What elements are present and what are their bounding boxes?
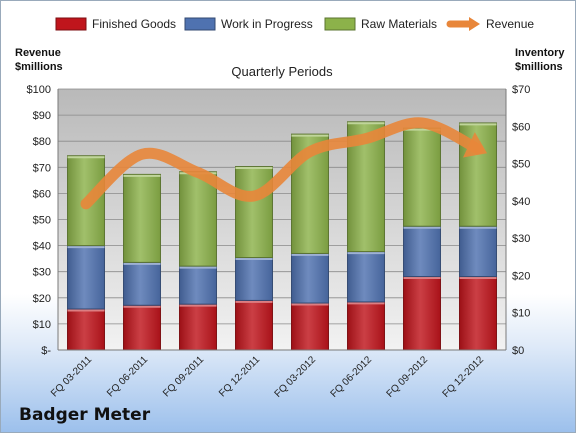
bar-raw-materials <box>235 166 273 259</box>
left-tick-label: $20 <box>33 293 51 305</box>
legend: Finished Goods Work in Progress Raw Materi… <box>55 17 534 31</box>
x-tick-label: FQ 09-2012 <box>385 354 431 400</box>
bar-work-in-progress <box>235 257 273 301</box>
left-tick-label: $60 <box>33 188 51 200</box>
bar-raw-materials <box>179 171 217 267</box>
x-tick-label: FQ 03-2012 <box>273 354 319 400</box>
left-tick-label: $40 <box>33 241 51 253</box>
x-tick-label: FQ 09-2011 <box>161 354 206 399</box>
bar-work-in-progress <box>291 252 329 304</box>
left-tick-label: $10 <box>33 319 51 331</box>
bar-finished-goods <box>123 304 161 351</box>
left-tick-label: $70 <box>33 162 51 174</box>
x-tick-label: FQ 12-2011 <box>217 354 262 399</box>
revenue-line <box>80 117 484 210</box>
bar-finished-goods <box>459 276 497 351</box>
bar-raw-materials <box>403 127 441 227</box>
right-tick-label: $60 <box>512 121 530 133</box>
legend-swatch-work-in-progress <box>184 17 216 31</box>
bar-raw-materials <box>123 173 161 263</box>
x-tick-label: FQ 12-2012 <box>441 354 487 400</box>
legend-swatch-finished-goods <box>55 17 87 31</box>
left-tick-label: $50 <box>33 215 51 227</box>
right-axis-label-line2: $millions <box>515 61 563 73</box>
left-axis: $- $10 $20 $30 $40 $50 $60 $70 $80 $90 $100 <box>27 84 59 357</box>
right-tick-label: $70 <box>512 84 530 96</box>
bar-work-in-progress <box>459 225 497 278</box>
right-tick-label: $30 <box>512 233 530 245</box>
right-tick-label: $10 <box>512 308 530 320</box>
left-tick-label: $80 <box>33 136 51 148</box>
legend-label-finished-goods: Finished Goods <box>92 17 176 31</box>
bar-finished-goods <box>291 302 329 351</box>
legend-arrow-icon <box>469 17 480 31</box>
bar-work-in-progress <box>347 251 385 303</box>
bar-finished-goods <box>67 308 105 351</box>
chart-title: Quarterly Periods <box>231 64 333 79</box>
bar-work-in-progress <box>123 261 161 306</box>
right-axis: $0 $10 $20 $30 $40 $50 $60 $70 <box>505 84 530 357</box>
x-tick-label: FQ 03-2011 <box>49 354 94 399</box>
legend-swatch-raw-materials <box>324 17 356 31</box>
bar-work-in-progress <box>67 245 105 310</box>
bar-finished-goods <box>347 301 385 351</box>
right-tick-label: $40 <box>512 196 530 208</box>
left-tick-label: $100 <box>27 84 51 96</box>
left-tick-label: $90 <box>33 110 51 122</box>
right-axis-label-line1: Inventory <box>515 47 565 59</box>
right-tick-label: $50 <box>512 159 530 171</box>
bar-finished-goods <box>235 299 273 351</box>
bar-finished-goods <box>179 303 217 351</box>
bar-work-in-progress <box>403 225 441 278</box>
right-tick-label: $20 <box>512 270 530 282</box>
legend-label-work-in-progress: Work in Progress <box>221 17 313 31</box>
legend-label-raw-materials: Raw Materials <box>361 17 437 31</box>
x-tick-label: FQ 06-2011 <box>105 354 150 399</box>
bar-series <box>67 121 497 351</box>
bar-work-in-progress <box>179 265 217 305</box>
left-axis-label-line2: $millions <box>15 61 63 73</box>
x-tick-label: FQ 06-2012 <box>329 354 375 400</box>
left-tick-label: $30 <box>33 267 51 279</box>
company-name: Badger Meter <box>19 405 151 425</box>
left-axis-label-line1: Revenue <box>15 47 61 59</box>
bar-finished-goods <box>403 276 441 351</box>
legend-label-revenue: Revenue <box>486 17 534 31</box>
x-axis: FQ 03-2011 FQ 06-2011 FQ 09-2011 FQ 12-2011… <box>49 349 506 400</box>
revenue-line-arrowhead <box>463 132 488 158</box>
left-tick-label: $- <box>41 345 51 357</box>
right-tick-label: $0 <box>512 345 524 357</box>
revenue-line-series <box>80 117 488 210</box>
